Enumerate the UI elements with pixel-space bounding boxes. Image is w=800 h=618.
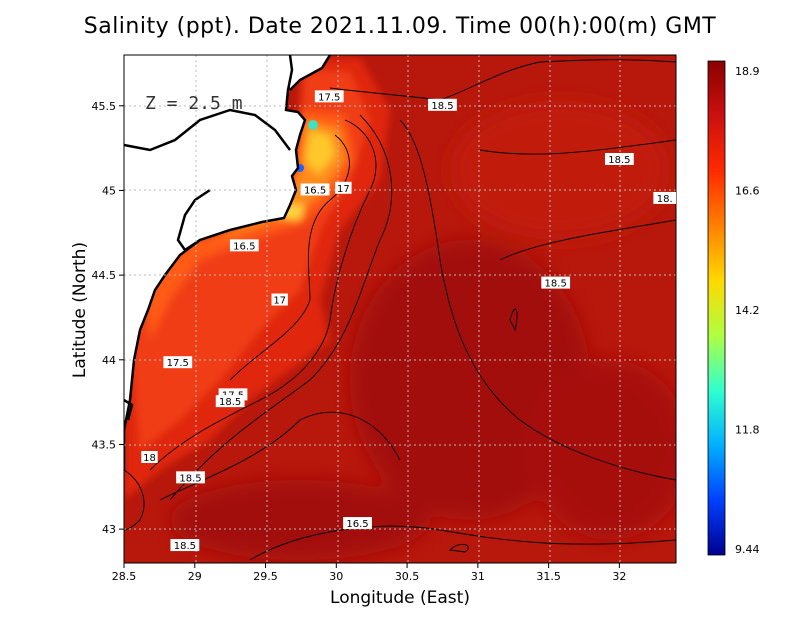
y-tick-label: 45.5 — [92, 100, 117, 113]
y-tick-label: 44 — [102, 354, 116, 367]
x-tick-label: 30.5 — [395, 570, 420, 583]
y-tick-label: 43.5 — [92, 438, 117, 451]
contour-label: 18.5 — [215, 395, 245, 408]
svg-text:17.5: 17.5 — [167, 358, 189, 369]
contour-label: 18 — [141, 451, 158, 464]
contour-label: 16.5 — [229, 239, 259, 252]
y-tick-label: 45 — [102, 184, 116, 197]
svg-text:18.5: 18.5 — [219, 397, 241, 408]
colorbar — [707, 60, 726, 556]
svg-text:18.: 18. — [657, 194, 673, 205]
x-tick-label: 29 — [188, 570, 202, 583]
x-tick-label: 30 — [329, 570, 343, 583]
contour-label: 18.5 — [541, 276, 571, 290]
x-axis-label: Longitude (East) — [330, 588, 470, 608]
x-tick-label: 29.5 — [253, 570, 278, 583]
contour-label: 18.5 — [428, 98, 457, 112]
contour-labels: 17.518.518.518.16.51716.518.51717.517.51… — [141, 90, 676, 552]
x-tick-label: 31.5 — [536, 570, 561, 583]
contour-label: 16.5 — [343, 517, 372, 530]
coastline — [124, 55, 307, 431]
svg-text:17.5: 17.5 — [318, 92, 340, 103]
colorbar-tick-label: 14.2 — [735, 304, 760, 317]
map-title: Salinity (ppt). Date 2021.11.09. Time 00… — [83, 14, 717, 39]
svg-text:17: 17 — [273, 296, 286, 307]
svg-text:18.5: 18.5 — [545, 279, 567, 290]
svg-text:18.5: 18.5 — [174, 541, 196, 552]
colorbar-tick-label: 18.9 — [735, 65, 760, 78]
colorbar-tick-label: 9.44 — [735, 543, 760, 556]
contour-label: 17 — [271, 293, 288, 307]
contour-label: 16.5 — [300, 183, 330, 196]
svg-text:17: 17 — [337, 184, 350, 195]
colorbar-labels: 18.9 16.6 14.2 11.8 9.44 — [735, 65, 760, 556]
y-tick-label: 43 — [102, 523, 116, 536]
grid-lines — [124, 55, 676, 563]
svg-text:18.5: 18.5 — [608, 155, 630, 166]
x-tick-label: 31 — [471, 570, 485, 583]
x-tick-label: 28.5 — [112, 570, 137, 583]
svg-text:16.5: 16.5 — [304, 185, 326, 196]
contour-label: 17.5 — [163, 356, 193, 369]
field-layer — [124, 55, 676, 563]
contour-label: 17 — [335, 181, 352, 195]
axis-ticks: 28.5 29 29.5 30 30.5 31 31.5 32 43 43.5 44 44.5 45 45… — [92, 100, 627, 583]
contour-label: 18.5 — [170, 539, 200, 552]
svg-text:16.5: 16.5 — [233, 241, 255, 252]
y-axis-label: Latitude (North) — [70, 241, 90, 379]
contour-label: 18. — [653, 191, 676, 205]
contour-label: 18.5 — [604, 152, 634, 166]
svg-text:16.5: 16.5 — [346, 519, 368, 530]
x-tick-label: 32 — [612, 570, 626, 583]
contour-label: 17.5 — [314, 90, 344, 103]
colorbar-tick-label: 11.8 — [735, 424, 760, 437]
colorbar-tick-label: 16.6 — [735, 185, 760, 198]
y-tick-label: 44.5 — [92, 269, 117, 282]
land-mass — [124, 55, 305, 430]
contour-label: 18.5 — [176, 471, 205, 484]
svg-text:18: 18 — [143, 453, 156, 464]
plot-frame — [123, 54, 677, 564]
depth-label: Z = 2.5 m — [145, 93, 243, 114]
svg-text:18.5: 18.5 — [431, 101, 453, 112]
svg-text:18.5: 18.5 — [179, 473, 201, 484]
